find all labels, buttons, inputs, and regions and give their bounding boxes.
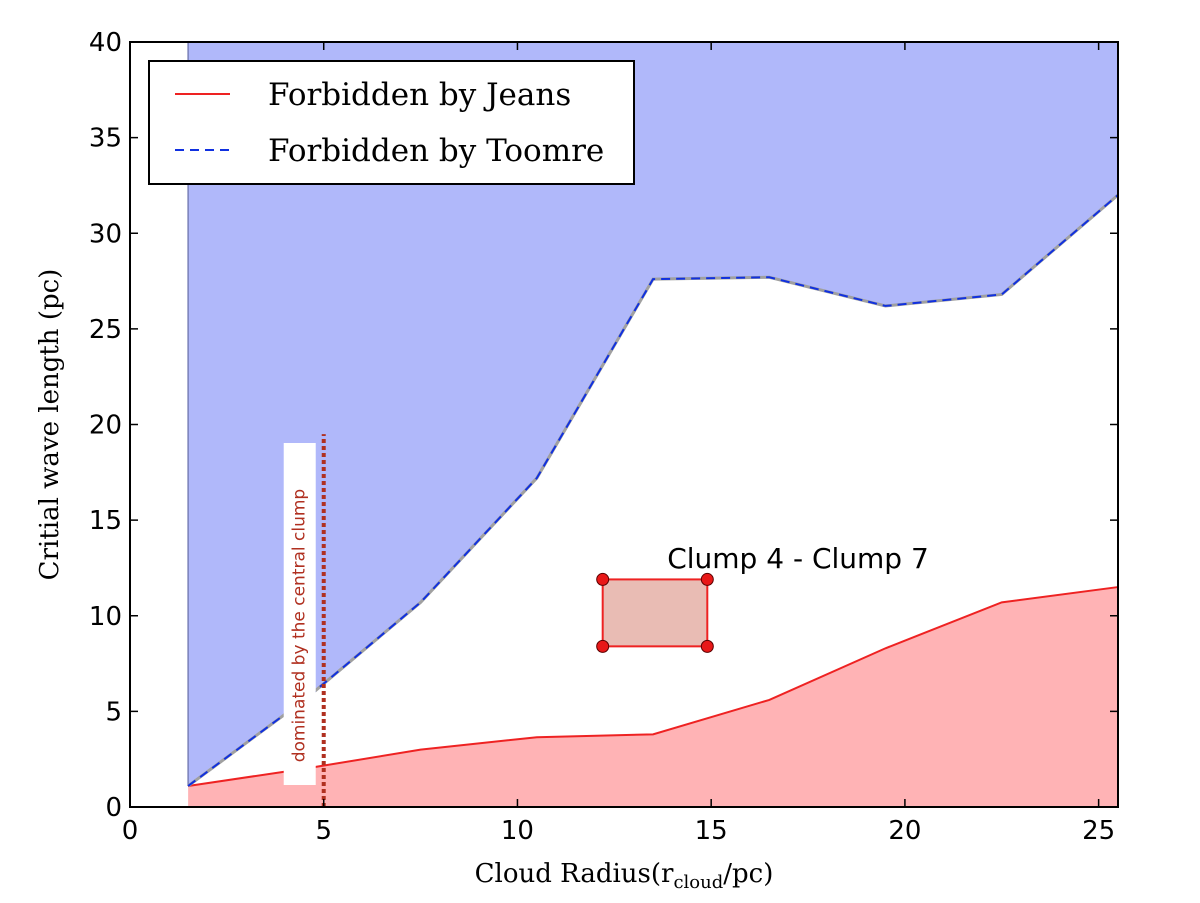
x-tick-label: 20 bbox=[888, 816, 921, 846]
y-tick-label: 0 bbox=[105, 793, 122, 823]
clump-box-corner-0 bbox=[596, 572, 610, 586]
clump-box-label: Clump 4 - Clump 7 bbox=[667, 542, 929, 575]
y-tick-label: 35 bbox=[89, 124, 122, 154]
y-tick-label: 30 bbox=[89, 219, 122, 249]
series-lines bbox=[187, 42, 1119, 788]
y-tick-label: 20 bbox=[89, 411, 122, 441]
y-tick-label: 15 bbox=[89, 506, 122, 536]
x-tick-label: 5 bbox=[315, 816, 332, 846]
x-tick-label: 10 bbox=[501, 816, 534, 846]
y-tick-label: 40 bbox=[89, 28, 122, 58]
legend-label-0: Forbidden by Jeans bbox=[268, 77, 571, 113]
clump-box bbox=[601, 578, 709, 648]
y-tick-label: 10 bbox=[89, 602, 122, 632]
x-axis-title-sub: cloud bbox=[673, 872, 723, 893]
clump-box-corner-3 bbox=[700, 639, 714, 653]
legend-label-1: Forbidden by Toomre bbox=[268, 133, 604, 169]
central-clump-label-bg bbox=[283, 443, 316, 785]
clump-box-corner-2 bbox=[596, 639, 610, 653]
x-axis-title: Cloud Radius(rcloud/pc) bbox=[475, 859, 774, 893]
series-fill-1 bbox=[188, 42, 1118, 786]
series-line-0 bbox=[187, 586, 1119, 787]
series-line-1 bbox=[187, 194, 1119, 787]
x-tick-label: 25 bbox=[1082, 816, 1115, 846]
x-tick-label: 0 bbox=[122, 816, 139, 846]
x-axis-title-main: Cloud Radius(r bbox=[475, 859, 674, 889]
y-axis-title: Critial wave length (pc) bbox=[35, 269, 65, 581]
legend-box bbox=[148, 60, 635, 185]
series-fill-0 bbox=[188, 587, 1118, 807]
central-clump-label: dominated by the central clump bbox=[290, 489, 310, 763]
clump-box-corner-1 bbox=[700, 572, 714, 586]
axes: 0 5 10 15 20 25 0 5 10 15 20 25 30 35 40 Cloud Radius(r… bbox=[35, 28, 1119, 893]
x-axis-title-tail: /pc) bbox=[723, 859, 773, 889]
legend: Forbidden by Jeans Forbidden by Toomre bbox=[148, 60, 635, 185]
x-tick-label: 15 bbox=[695, 816, 728, 846]
y-tick-label: 5 bbox=[105, 697, 122, 727]
annotations: dominated by the central clump Clump 4 - … bbox=[283, 434, 929, 807]
y-tick-label: 25 bbox=[89, 315, 122, 345]
